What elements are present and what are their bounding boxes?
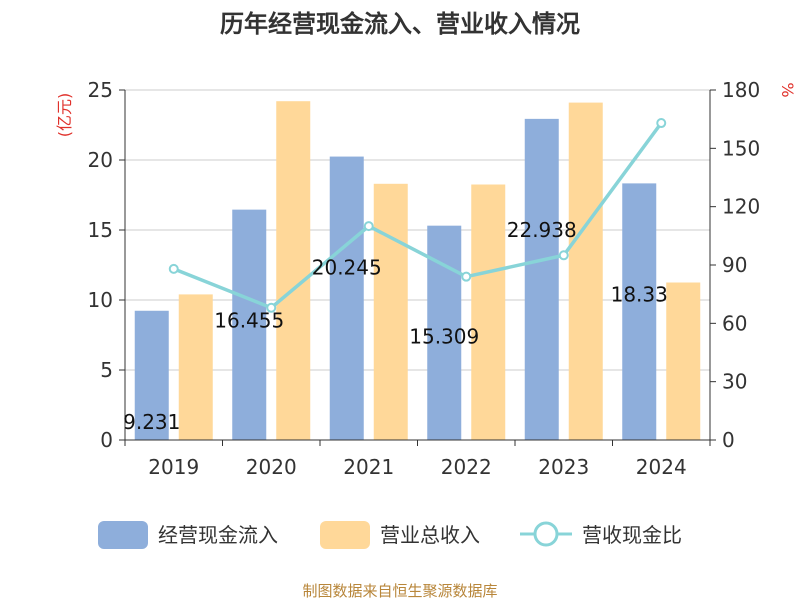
legend: 经营现金流入 营业总收入 营收现金比: [98, 521, 682, 549]
data-label: 16.455: [214, 309, 284, 333]
left-tick-label: 20: [88, 148, 113, 172]
ratio-point: [363, 221, 374, 232]
bar-cash-inflow: [524, 118, 559, 441]
x-tick-label: 2023: [538, 455, 589, 479]
right-tick-label: 0: [722, 428, 735, 452]
x-tick-label: 2024: [636, 455, 687, 479]
data-label: 18.33: [611, 282, 668, 306]
legend-marker: [533, 521, 559, 547]
legend-swatch: [98, 521, 148, 549]
right-tick-label: 120: [722, 195, 760, 219]
gridlines: [125, 89, 710, 371]
right-tick-label: 180: [722, 78, 760, 102]
bar-revenue: [178, 294, 213, 440]
bar-cash-inflow: [622, 183, 657, 440]
bar-revenue: [666, 282, 701, 440]
x-tick-label: 2020: [246, 455, 297, 479]
legend-label: 营业总收入: [380, 523, 480, 547]
right-axis-unit: %: [778, 82, 797, 97]
right-tick-label: 90: [722, 253, 747, 277]
bar-cash-inflow: [134, 310, 169, 440]
data-label: 9.231: [123, 410, 180, 434]
bar-revenue: [568, 102, 603, 440]
left-tick-label: 10: [88, 288, 113, 312]
right-tick-label: 150: [722, 136, 760, 160]
legend-label: 经营现金流入: [158, 523, 278, 547]
x-tick-label: 2019: [148, 455, 199, 479]
ratio-point: [266, 302, 277, 313]
bars: [134, 101, 701, 441]
right-tick-label: 30: [722, 370, 747, 394]
legend-label: 营收现金比: [582, 523, 682, 547]
data-label: 22.938: [507, 218, 577, 242]
ratio-polyline: [173, 122, 663, 310]
ratio-line: [168, 118, 667, 313]
bar-revenue: [276, 101, 311, 440]
legend-swatch: [320, 521, 370, 549]
chart-title: 历年经营现金流入、营业收入情况: [220, 10, 580, 38]
bar-cash-inflow: [232, 209, 267, 440]
data-label: 20.245: [312, 256, 382, 280]
bar-cash-inflow: [329, 156, 364, 440]
bar-revenue: [373, 183, 408, 441]
ratio-point: [656, 118, 667, 129]
data-labels: 9.231 16.455 20.245 15.309 22.938 18.33: [123, 218, 668, 434]
left-tick-label: 25: [88, 78, 113, 102]
bar-cash-inflow: [427, 225, 462, 440]
ratio-point: [168, 263, 179, 274]
axes: 0 5 10 15 20 25 0 30 60 90 120 150 180 2019 2020 2021 20…: [88, 78, 761, 479]
source-note: 制图数据来自恒生聚源数据库: [302, 582, 497, 600]
left-tick-label: 0: [100, 428, 113, 452]
left-tick-label: 15: [88, 218, 113, 242]
left-axis-unit: (亿元): [55, 93, 74, 138]
ratio-point: [558, 250, 569, 261]
right-tick-label: 60: [722, 311, 747, 335]
bar-revenue: [471, 184, 506, 440]
ratio-point: [461, 271, 472, 282]
data-label: 15.309: [409, 325, 479, 349]
left-tick-label: 5: [100, 358, 113, 382]
x-tick-label: 2021: [343, 455, 394, 479]
x-tick-label: 2022: [441, 455, 492, 479]
